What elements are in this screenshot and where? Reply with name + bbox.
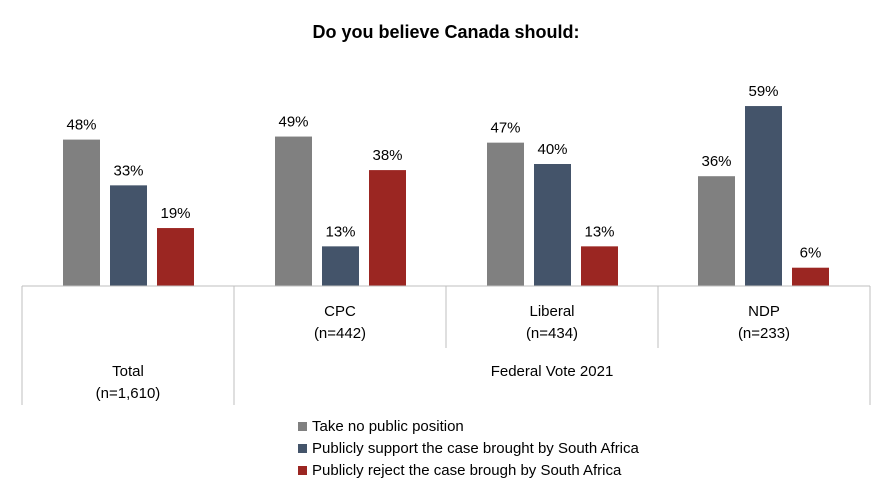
bar-liberal-series-3 (581, 246, 618, 286)
category-group-label: Federal Vote 2021 (491, 363, 614, 380)
category-label: Liberal (529, 303, 574, 320)
category-label: NDP (748, 303, 780, 320)
bar-total-series-2 (110, 185, 147, 286)
bar-cpc-series-1 (275, 136, 312, 286)
data-label: 40% (537, 141, 567, 158)
category-label: CPC (324, 303, 356, 320)
bar-ndp-series-3 (792, 267, 829, 286)
bars-layer (63, 106, 829, 286)
data-label: 13% (325, 223, 355, 240)
legend: Take no public position Publicly support … (298, 418, 640, 479)
legend-swatch (298, 466, 307, 475)
bar-total-series-3 (157, 228, 194, 286)
data-label: 38% (372, 147, 402, 164)
bar-cpc-series-3 (369, 170, 406, 286)
category-axis: Total (n=1,610) CPC (n=442) Liberal (n=434) ND… (21, 285, 871, 405)
data-label: 33% (113, 162, 143, 179)
category-sublabel: (n=434) (526, 325, 578, 342)
legend-item: Take no public position (312, 418, 464, 435)
bar-liberal-series-2 (534, 164, 571, 286)
bar-ndp-series-1 (698, 176, 735, 286)
legend-swatch (298, 422, 307, 431)
legend-swatch (298, 444, 307, 453)
bar-liberal-series-1 (487, 142, 524, 286)
data-labels-layer: 48% 33% 19% 49% 13% 38% 47% 40% 13% 36% 59% 6% (66, 83, 821, 262)
category-sublabel: (n=442) (314, 325, 366, 342)
category-label: Total (112, 363, 144, 380)
legend-item: Publicly reject the case brough by South… (312, 462, 622, 479)
data-label: 36% (701, 153, 731, 170)
data-label: 48% (66, 117, 96, 134)
chart-title: Do you believe Canada should: (312, 22, 579, 42)
bar-total-series-1 (63, 139, 100, 286)
legend-item: Publicly support the case brought by Sou… (312, 440, 640, 457)
data-label: 19% (160, 205, 190, 222)
data-label: 13% (584, 223, 614, 240)
data-label: 59% (748, 83, 778, 100)
data-label: 6% (800, 245, 822, 262)
data-label: 49% (278, 114, 308, 131)
data-label: 47% (490, 120, 520, 137)
category-sublabel: (n=1,610) (96, 385, 161, 402)
category-sublabel: (n=233) (738, 325, 790, 342)
bar-ndp-series-2 (745, 106, 782, 286)
bar-cpc-series-2 (322, 246, 359, 286)
